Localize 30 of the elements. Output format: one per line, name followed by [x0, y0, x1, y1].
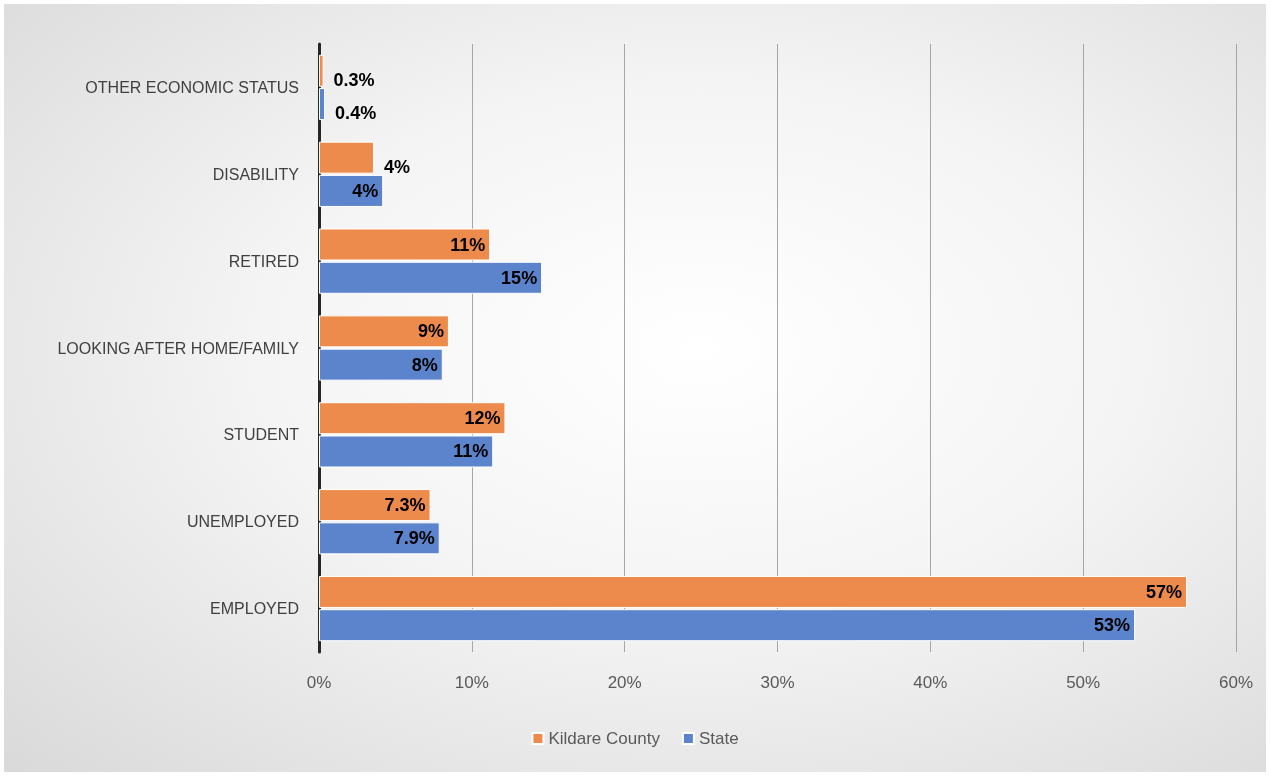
data-label: 11% — [453, 441, 489, 462]
data-label: 11% — [450, 234, 486, 255]
x-tick-label: 10% — [454, 673, 489, 692]
x-tick-label: 60% — [1218, 673, 1254, 692]
x-tick-label: 50% — [1066, 673, 1101, 692]
data-label: 53% — [1094, 615, 1131, 636]
y-tick-label: RETIRED — [228, 252, 299, 270]
data-label: 15% — [501, 267, 538, 288]
y-tick-label: UNEMPLOYED — [186, 513, 299, 531]
data-label: 57% — [1146, 581, 1183, 602]
y-tick-label: OTHER ECONOMIC STATUS — [85, 78, 299, 96]
x-tick-label: 0% — [306, 673, 332, 692]
data-label: 7.9% — [393, 528, 435, 549]
data-label: 4% — [384, 156, 411, 177]
data-label: 9% — [417, 321, 444, 342]
data-label: 8% — [411, 354, 438, 375]
y-tick-label: DISABILITY — [212, 165, 300, 183]
y-tick-label: EMPLOYED — [210, 600, 299, 618]
data-label: 7.3% — [384, 495, 426, 516]
y-tick-label: LOOKING AFTER HOME/FAMILY — [57, 339, 300, 357]
data-label: 4% — [352, 180, 379, 201]
data-label: 12% — [464, 408, 501, 429]
x-tick-label: 20% — [607, 673, 642, 692]
legend-label: State — [698, 729, 739, 748]
data-label: 0.3% — [333, 69, 375, 90]
y-tick-label: STUDENT — [223, 426, 300, 444]
x-tick-label: 40% — [913, 673, 948, 692]
data-label: 0.4% — [335, 103, 377, 124]
legend-label: Kildare County — [548, 729, 661, 748]
x-tick-label: 30% — [760, 673, 795, 692]
